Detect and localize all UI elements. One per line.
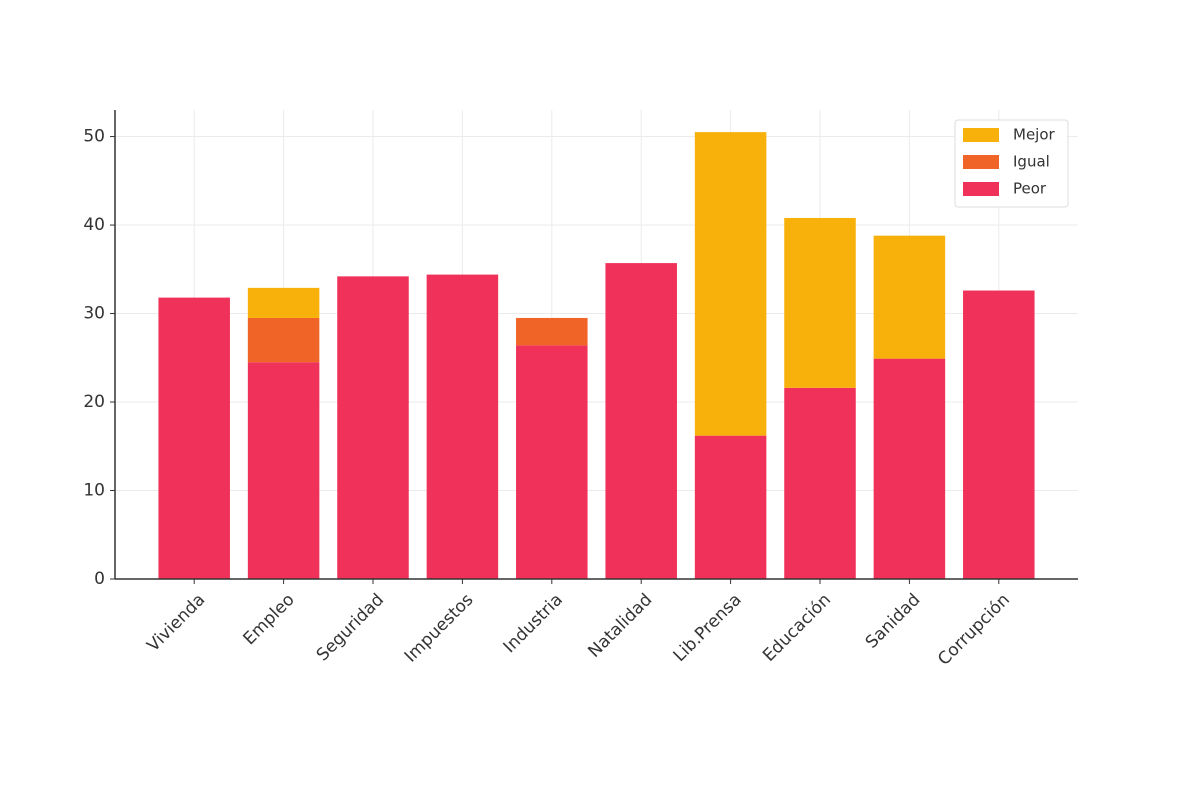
y-tick-label: 50 [83, 127, 105, 147]
bar-segment [784, 217, 856, 388]
legend-swatch [963, 155, 999, 169]
bar-segment [516, 345, 588, 579]
bar-segment [873, 358, 946, 579]
legend-swatch [963, 128, 999, 142]
legend-label: Igual [1013, 153, 1050, 171]
bar-segment [337, 276, 409, 579]
bar-segment [605, 263, 677, 579]
y-tick-label: 0 [94, 569, 105, 589]
bar-segment [873, 235, 946, 359]
bar-segment [247, 317, 320, 363]
bar-segment [784, 387, 856, 579]
x-tick-label: Educación [759, 590, 835, 666]
x-tick-label: Seguridad [313, 590, 388, 665]
x-tick-label: Lib.Prensa [670, 590, 746, 666]
bar-segment [247, 362, 320, 579]
x-tick-label: Vivienda [143, 590, 209, 656]
bar-segment [426, 274, 499, 579]
bar-segment [963, 290, 1035, 579]
x-tick-label: Industria [500, 590, 567, 657]
x-tick-label: Sanidad [862, 590, 925, 653]
bar-segment [694, 435, 767, 579]
bar-segment [516, 317, 588, 346]
legend-label: Peor [1013, 180, 1047, 198]
bar-segment [694, 132, 767, 436]
bar-segment [158, 297, 230, 579]
legend: Mejor Igual Peor [954, 119, 1069, 208]
bar-segment [247, 287, 320, 318]
x-tick-label: Empleo [239, 590, 298, 649]
x-tick-label: Natalidad [584, 590, 656, 662]
y-tick-label: 30 [83, 304, 105, 324]
legend-label: Mejor [1013, 126, 1056, 144]
y-tick-label: 20 [83, 392, 105, 412]
x-tick-label: Impuestos [401, 590, 478, 667]
x-tick-label: Corrupción [934, 590, 1014, 670]
legend-swatch [963, 182, 999, 196]
y-tick-label: 40 [83, 215, 105, 235]
y-tick-label: 10 [83, 481, 105, 501]
